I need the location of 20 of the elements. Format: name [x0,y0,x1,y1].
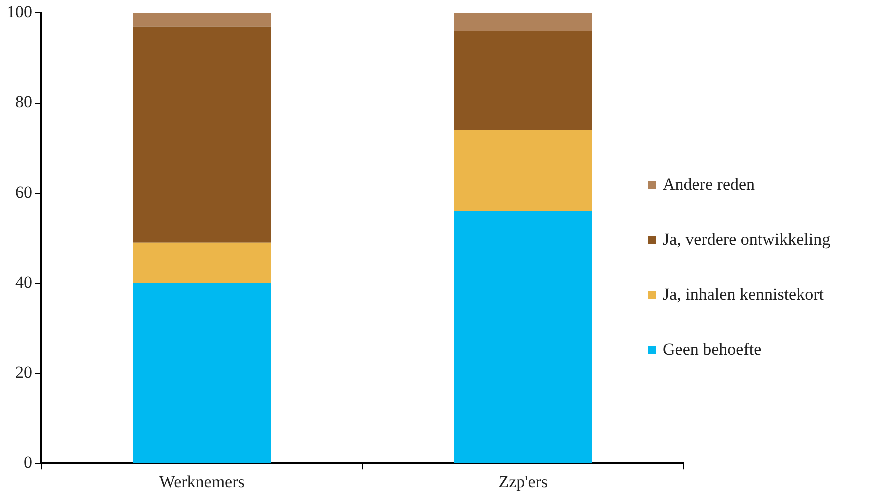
legend-label: Ja, verdere ontwikkeling [663,230,831,250]
y-tick-label: 0 [24,453,32,472]
x-tick-label: Zzp'ers [498,472,548,492]
legend-label: Geen behoefte [663,340,762,360]
y-tick-label: 20 [16,362,32,382]
bar [133,283,272,464]
y-tick-label: 80 [16,92,32,112]
bar [133,26,272,243]
y-tick-label: 100 [7,2,32,22]
bar [454,31,592,130]
bar [454,13,592,32]
y-tick-label: 40 [16,272,32,292]
bar [133,13,272,27]
bar [133,242,272,284]
legend-label: Andere reden [663,175,756,195]
x-tick-label: Werknemers [159,472,245,492]
bar [454,130,592,212]
bar [454,211,592,464]
y-tick-label: 60 [16,182,32,202]
legend-label: Ja, inhalen kennistekort [663,285,824,305]
